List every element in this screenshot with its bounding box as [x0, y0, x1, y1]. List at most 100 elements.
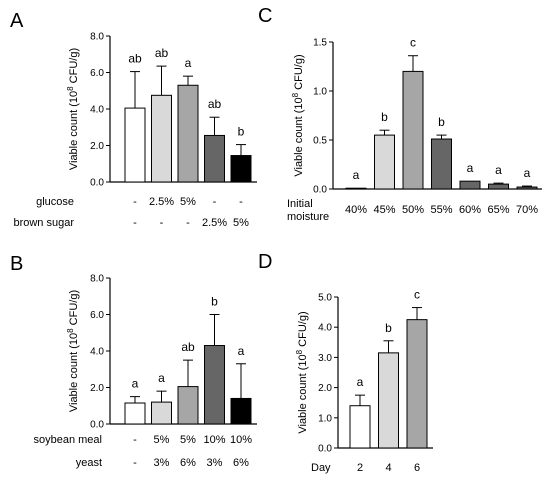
y-tick-label: 0.0 [318, 444, 332, 455]
factor-value: - [213, 196, 217, 208]
bar [177, 386, 199, 425]
significance-label: b [385, 321, 392, 335]
y-tick-label: 0.5 [313, 136, 327, 147]
factor-value: 40% [345, 204, 367, 216]
factor-value: 10% [230, 434, 252, 446]
significance-label: a [185, 56, 192, 70]
y-tick-label: 4.0 [318, 323, 332, 334]
y-tick-label: 4.0 [90, 347, 104, 358]
factor-row-label: Day [311, 462, 331, 474]
significance-label: a [158, 371, 165, 385]
bar [516, 186, 538, 190]
y-tick-label: 1.5 [313, 38, 327, 49]
significance-label: b [238, 125, 245, 139]
significance-label: ab [181, 340, 195, 354]
y-tick-label: 0.0 [90, 420, 104, 431]
significance-label: c [410, 36, 416, 50]
factor-row-label: brown sugar [13, 217, 74, 229]
factor-value: - [160, 217, 164, 229]
significance-label: a [357, 375, 364, 389]
bar [459, 180, 481, 190]
factor-value: 50% [402, 204, 424, 216]
factor-row-label: Initial [287, 198, 313, 210]
panel-letter: D [258, 251, 272, 273]
y-tick-label: 0.0 [90, 178, 104, 189]
significance-label: ab [208, 97, 222, 111]
factor-value: 5% [180, 196, 196, 208]
significance-label: a [238, 344, 245, 358]
bar [151, 94, 172, 183]
y-tick-label: 6.0 [90, 310, 104, 321]
y-tick-label: 0.0 [313, 185, 327, 196]
factor-value: - [239, 196, 243, 208]
factor-value: 55% [430, 204, 452, 216]
bar [378, 352, 399, 449]
significance-label: b [381, 110, 388, 124]
panel-d: D 0.0 1.0 2.0 3.0 4.0 5.0 Viable count (108 CFU… [258, 251, 433, 474]
bar [488, 183, 509, 190]
y-tick-label: 5.0 [318, 293, 332, 304]
factor-value: - [133, 457, 137, 469]
factor-row-label: moisture [287, 211, 329, 223]
bar [204, 345, 225, 425]
significance-label: a [467, 161, 474, 175]
significance-label: a [524, 166, 531, 180]
y-tick-label: 2.0 [318, 383, 332, 394]
factor-value: 4 [385, 462, 391, 474]
panel-b: B 0.0 2.0 4.0 6.0 8.0 Viable count (108 CFU/g)… [10, 253, 257, 469]
factor-value: 6% [180, 457, 196, 469]
bar [230, 155, 252, 183]
bar [177, 84, 199, 183]
bar [431, 138, 452, 190]
y-tick-label: 2.0 [90, 383, 104, 394]
factor-value: - [133, 196, 137, 208]
factor-value: 2.5% [202, 217, 227, 229]
bar [124, 402, 146, 425]
y-tick-label: 8.0 [90, 32, 104, 43]
y-tick-label: 6.0 [90, 68, 104, 79]
factor-value: - [133, 217, 137, 229]
bar [406, 319, 428, 449]
significance-label: a [353, 168, 360, 182]
y-tick-label: 2.0 [90, 141, 104, 152]
panel-c: C 0.0 0.5 1.0 1.5 Viable count (108 CFU/g) a b c… [258, 5, 542, 223]
factor-value: 3% [154, 457, 170, 469]
factor-value: 2 [357, 462, 363, 474]
y-tick-label: 8.0 [90, 274, 104, 285]
factor-value: 5% [154, 434, 170, 446]
factor-value: 70% [516, 204, 538, 216]
bar [349, 405, 371, 449]
factor-row-label: soybean meal [34, 434, 103, 446]
y-axis-label: Viable count (108 CFU/g) [291, 54, 305, 176]
panel-a: A 0.0 2.0 4.0 6.0 8.0 Viable count (108 CFU/g)… [10, 10, 257, 229]
factor-value: 2.5% [149, 196, 174, 208]
y-axis-label: Viable count (108 CFU/g) [295, 311, 309, 433]
factor-value: - [186, 217, 190, 229]
y-tick-label: 1.0 [313, 87, 327, 98]
bar [345, 187, 367, 190]
bar [374, 134, 395, 190]
y-axis-label: Viable count (108 CFU/g) [66, 290, 80, 412]
significance-label: a [132, 377, 139, 391]
y-tick-label: 3.0 [318, 353, 332, 364]
bar [204, 134, 225, 183]
factor-value: 60% [459, 204, 481, 216]
panel-letter: B [10, 253, 23, 275]
factor-value: 5% [233, 217, 249, 229]
factor-value: 5% [180, 434, 196, 446]
bar [151, 401, 172, 425]
bar [124, 107, 146, 183]
factor-value: 6 [414, 462, 420, 474]
significance-label: a [495, 163, 502, 177]
bar [230, 397, 252, 425]
y-axis-label: Viable count (108 CFU/g) [66, 48, 80, 170]
significance-label: ab [155, 46, 169, 60]
factor-row-label: glucose [36, 196, 74, 208]
panel-letter: A [10, 10, 24, 32]
factor-value: 45% [373, 204, 395, 216]
significance-label: b [438, 115, 445, 129]
factor-value: 10% [203, 434, 225, 446]
bar [402, 70, 424, 190]
factor-value: 3% [207, 457, 223, 469]
